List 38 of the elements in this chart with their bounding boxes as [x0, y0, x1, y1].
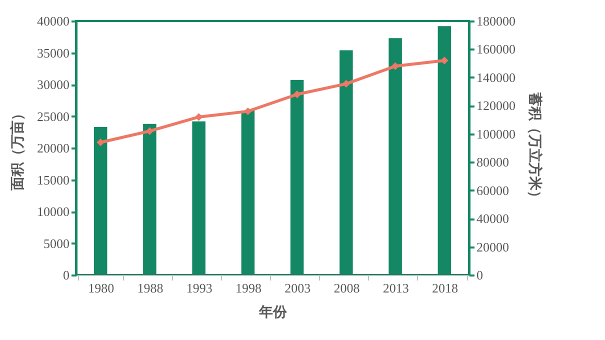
y2-tick-label: 60000 — [476, 182, 509, 198]
point — [293, 90, 301, 98]
y-tick-label: 35000 — [37, 45, 70, 60]
y-tick-label: 40000 — [37, 14, 70, 28]
y2-tick-label: 100000 — [476, 126, 516, 142]
point — [194, 113, 203, 121]
y2-tick-label: 0 — [476, 268, 483, 282]
point — [391, 62, 400, 70]
x-tick-label: 2018 — [432, 280, 458, 296]
y-tick-label: 20000 — [37, 140, 70, 156]
x-tick-label: 1993 — [186, 280, 212, 296]
y-tick-label: 10000 — [37, 204, 70, 219]
x-tick-label: 1988 — [137, 280, 164, 296]
x-tick-label: 2008 — [334, 280, 360, 296]
x-axis-title: 年份 — [258, 304, 288, 320]
y-tick-label: 5000 — [44, 236, 70, 251]
y2-tick-label: 180000 — [476, 14, 516, 28]
y-tick-label: 15000 — [37, 172, 70, 188]
point — [146, 127, 154, 135]
y2-tick-label: 40000 — [476, 211, 509, 226]
y2-tick-label: 80000 — [476, 154, 509, 170]
y2-axis-title: 蓄积（万立方米） — [526, 92, 544, 204]
x-tick-label: 2013 — [382, 280, 409, 296]
y-tick-label: 30000 — [37, 77, 70, 92]
point — [96, 138, 104, 146]
y2-tick-label: 140000 — [476, 70, 516, 85]
x-tick-label: 1998 — [235, 280, 262, 296]
y-axis-title: 面积（万亩） — [9, 106, 26, 192]
point — [440, 56, 448, 64]
y-tick-label: 0 — [63, 268, 70, 282]
x-tick-label: 2003 — [284, 280, 311, 296]
y2-tick-label: 120000 — [476, 98, 516, 114]
y2-tick-label: 160000 — [476, 42, 516, 57]
point — [244, 107, 252, 116]
y2-tick-label: 20000 — [476, 239, 509, 254]
point — [342, 80, 350, 88]
x-tick-label: 1980 — [88, 280, 114, 296]
y-tick-label: 25000 — [37, 108, 70, 124]
